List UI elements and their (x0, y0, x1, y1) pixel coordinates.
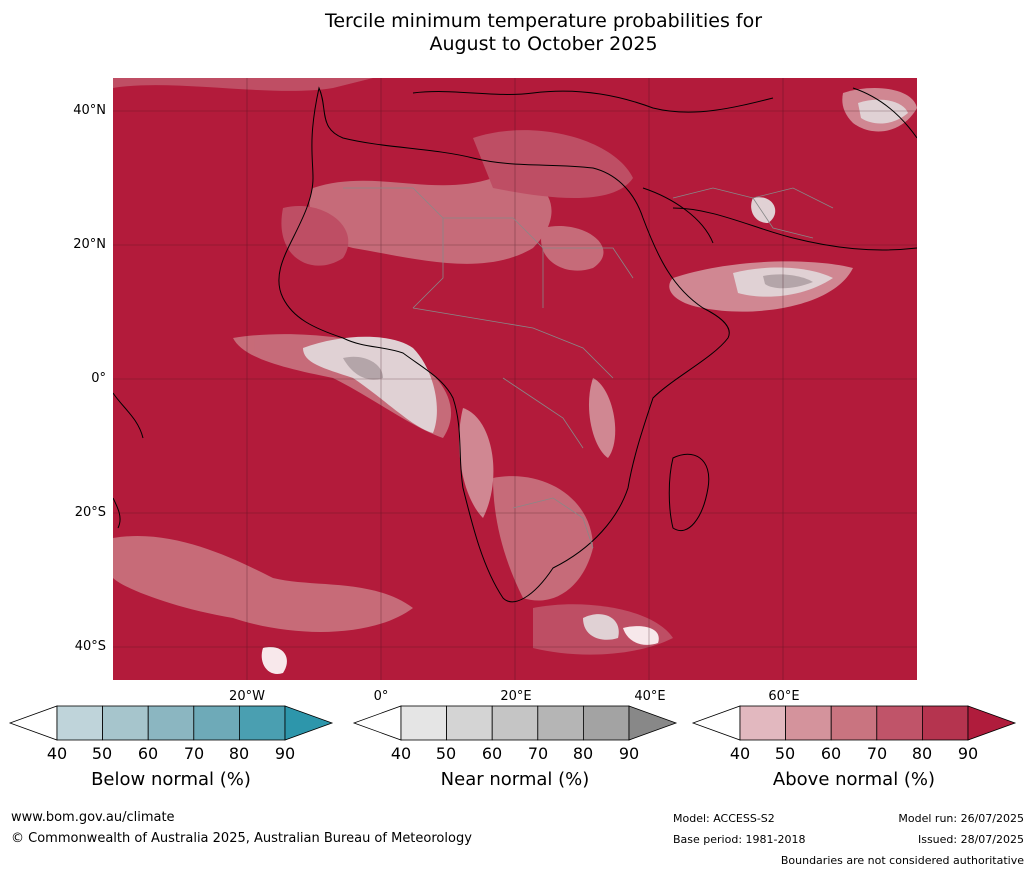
colorbar-segment (739, 705, 786, 741)
colorbar-segment (876, 705, 923, 741)
colorbar-segment (491, 705, 539, 741)
title-line-2: August to October 2025 (429, 33, 658, 55)
title-line-1: Tercile minimum temperature probabilitie… (324, 10, 763, 32)
tick-label: 40 (729, 744, 751, 763)
colorbar-max-extend (628, 705, 678, 741)
colorbar-segment (400, 705, 447, 741)
colorbar-segment (830, 705, 878, 741)
country-boundaries (343, 187, 834, 549)
footer-issued: Issued: 28/07/2025 (917, 833, 1024, 846)
footer-model-run: Model run: 26/07/2025 (898, 812, 1024, 825)
lon-label-20e: 20°E (500, 689, 532, 704)
tick-label: 80 (228, 744, 250, 763)
footer-base-period: Base period: 1981-2018 (673, 833, 806, 846)
tick-label: 90 (957, 744, 979, 763)
colorbar-segment (785, 705, 832, 741)
lat-label-20n: 20°N (73, 237, 106, 252)
colorbar-above-title: Above normal (%) (772, 769, 936, 790)
colorbar-segment (446, 705, 493, 741)
tick-label: 60 (820, 744, 842, 763)
chart-title: Tercile minimum temperature probabilitie… (0, 10, 1035, 56)
colorbar-segment (238, 705, 286, 741)
colorbar-near-title: Near normal (%) (440, 769, 590, 790)
graticule (113, 78, 917, 680)
tick-label: 90 (618, 744, 640, 763)
colorbar-segment (193, 705, 240, 741)
tick-label: 50 (435, 744, 457, 763)
lat-label-20s: 20°S (74, 505, 106, 520)
probability-contours (113, 78, 917, 674)
tick-label: 70 (866, 744, 888, 763)
colorbar-near-normal (352, 705, 678, 741)
colorbar-segment (56, 705, 103, 741)
footer-model: Model: ACCESS-S2 (673, 812, 775, 825)
tick-label: 90 (274, 744, 296, 763)
colorbar-above-normal (691, 705, 1017, 741)
tick-label: 40 (390, 744, 412, 763)
colorbar-below-normal (8, 705, 334, 741)
footer-website: www.bom.gov.au/climate (11, 810, 175, 825)
colorbar-max-extend (284, 705, 334, 741)
footer-copyright: © Commonwealth of Australia 2025, Austra… (11, 831, 472, 846)
colorbar-min-extend (8, 705, 58, 741)
colorbar-min-extend (352, 705, 402, 741)
tick-label: 70 (527, 744, 549, 763)
lat-label-40s: 40°S (74, 639, 106, 654)
colorbar-segment (582, 705, 630, 741)
lon-label-20w: 20°W (229, 689, 265, 704)
map-canvas (113, 78, 917, 680)
colorbar-segment (537, 705, 584, 741)
colorbar-segment (102, 705, 149, 741)
tick-label: 80 (572, 744, 594, 763)
colorbar-segment (147, 705, 195, 741)
coastlines (113, 86, 917, 603)
tick-label: 40 (46, 744, 68, 763)
footer-disclaimer: Boundaries are not considered authoritat… (780, 854, 1024, 867)
forecast-map (113, 78, 917, 680)
lat-label-0: 0° (91, 371, 106, 386)
tick-label: 50 (91, 744, 113, 763)
colorbar-below-title: Below normal (%) (91, 769, 251, 790)
colorbar-min-extend (691, 705, 741, 741)
colorbar-segment (921, 705, 969, 741)
tick-label: 60 (481, 744, 503, 763)
tick-label: 80 (911, 744, 933, 763)
tick-label: 50 (774, 744, 796, 763)
lon-label-40e: 40°E (634, 689, 666, 704)
lon-label-0: 0° (373, 689, 389, 704)
tick-label: 70 (183, 744, 205, 763)
tick-label: 60 (137, 744, 159, 763)
colorbar-max-extend (967, 705, 1017, 741)
lat-label-40n: 40°N (73, 103, 106, 118)
lon-label-60e: 60°E (768, 689, 800, 704)
